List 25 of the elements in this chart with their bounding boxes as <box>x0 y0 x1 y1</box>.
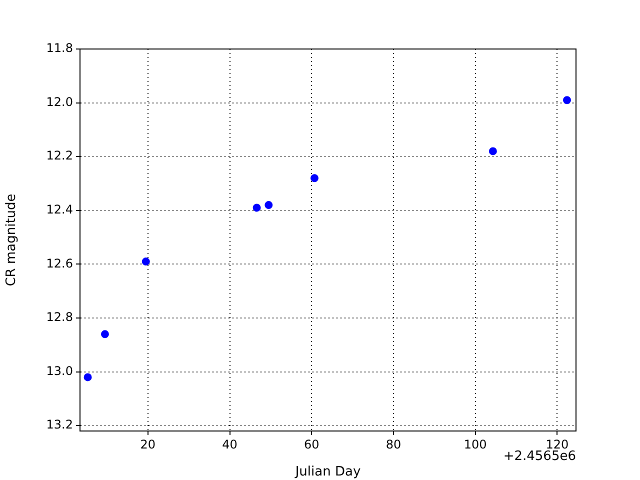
y-tick-label: 12.2 <box>46 148 73 163</box>
y-tick-label: 11.8 <box>46 41 73 56</box>
x-tick-label: 40 <box>222 437 238 452</box>
y-tick-label: 12.8 <box>46 310 73 324</box>
y-tick-label: 12.4 <box>46 202 73 217</box>
y-tick-label: 12.0 <box>46 94 73 109</box>
point <box>252 204 261 212</box>
x-axis-title: Julian Day <box>294 464 361 480</box>
point <box>84 373 92 382</box>
text: +2.4565e6 <box>503 448 576 464</box>
point <box>142 258 150 266</box>
x-tick-label: 60 <box>304 437 320 452</box>
x-tick-label: 120 <box>546 437 569 452</box>
point <box>562 96 571 104</box>
y-tick-label: 13.2 <box>46 418 73 432</box>
point <box>100 330 109 338</box>
y-tick-label: 12.6 <box>46 256 73 270</box>
point <box>488 147 497 156</box>
y-tick-label: 13.0 <box>46 364 73 378</box>
point <box>310 174 318 182</box>
x-tick-label: 20 <box>140 437 156 452</box>
point <box>264 201 273 210</box>
y-axis-title: CR magnitude <box>4 194 20 286</box>
x-tick-label: 100 <box>464 437 487 452</box>
x-tick-label: 80 <box>386 437 402 452</box>
